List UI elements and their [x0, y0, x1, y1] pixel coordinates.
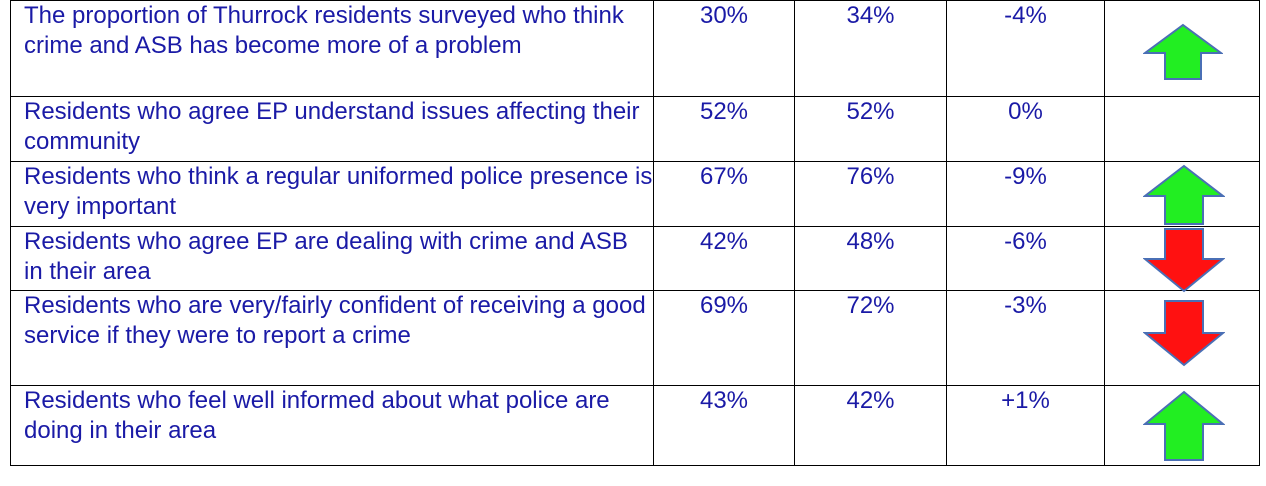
- change-cell: -9%: [946, 161, 1105, 227]
- change-cell: +1%: [946, 385, 1105, 466]
- change-cell: 0%: [946, 96, 1105, 162]
- measure-cell: Residents who are very/fairly confident …: [10, 290, 654, 386]
- table-row: Residents who agree EP are dealing with …: [10, 226, 1260, 293]
- trend-cell: [1104, 96, 1260, 162]
- measure-cell: The proportion of Thurrock residents sur…: [10, 0, 654, 97]
- previous-value-cell: 42%: [794, 385, 947, 466]
- current-value-cell: 52%: [653, 96, 795, 162]
- current-value-cell: 67%: [653, 161, 795, 227]
- current-value-cell: 69%: [653, 290, 795, 386]
- previous-value-cell: 76%: [794, 161, 947, 227]
- survey-results-table: The proportion of Thurrock residents sur…: [10, 0, 1260, 466]
- trend-cell: [1104, 226, 1260, 293]
- previous-value-cell: 52%: [794, 96, 947, 162]
- red-down-arrow-icon: [1143, 300, 1225, 367]
- change-cell: -4%: [946, 0, 1105, 97]
- table-row: Residents who think a regular uniformed …: [10, 161, 1260, 227]
- current-value-cell: 43%: [653, 385, 795, 466]
- green-up-arrow-icon: [1143, 390, 1225, 461]
- table-row: Residents who feel well informed about w…: [10, 385, 1260, 466]
- previous-value-cell: 48%: [794, 226, 947, 291]
- green-up-arrow-icon: [1143, 164, 1225, 225]
- current-value-cell: 42%: [653, 226, 795, 291]
- change-cell: -6%: [946, 226, 1105, 291]
- previous-value-cell: 34%: [794, 0, 947, 97]
- table-row: The proportion of Thurrock residents sur…: [10, 0, 1260, 97]
- measure-cell: Residents who feel well informed about w…: [10, 385, 654, 466]
- current-value-cell: 30%: [653, 0, 795, 97]
- trend-cell: [1104, 161, 1260, 227]
- measure-cell: Residents who agree EP understand issues…: [10, 96, 654, 162]
- table-row: Residents who are very/fairly confident …: [10, 290, 1260, 386]
- table-row: Residents who agree EP understand issues…: [10, 96, 1260, 162]
- trend-cell: [1104, 0, 1260, 97]
- previous-value-cell: 72%: [794, 290, 947, 386]
- trend-cell: [1104, 290, 1260, 386]
- measure-cell: Residents who think a regular uniformed …: [10, 161, 654, 227]
- red-down-arrow-icon: [1143, 228, 1225, 293]
- trend-cell: [1104, 385, 1260, 466]
- change-cell: -3%: [946, 290, 1105, 386]
- green-up-arrow-icon: [1143, 23, 1223, 80]
- measure-cell: Residents who agree EP are dealing with …: [10, 226, 654, 291]
